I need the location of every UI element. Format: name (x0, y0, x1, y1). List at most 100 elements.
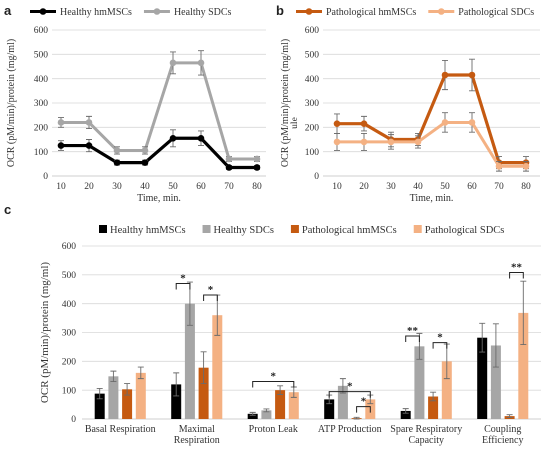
c-bar (212, 315, 223, 419)
b-y-tick-label: 600 (305, 26, 320, 36)
b-data-point (441, 71, 449, 79)
c-category-label: Proton Leak (249, 424, 298, 435)
b-data-point (387, 138, 395, 146)
c-error-bar (402, 408, 409, 414)
c-error-bar (110, 370, 117, 382)
c-legend-swatch (290, 225, 299, 233)
c-category-label: Respiration (174, 435, 220, 446)
c-category-label: Spare Respiratory (390, 424, 462, 435)
c-y-tick-label: 0 (71, 415, 76, 425)
a-y-axis-label: OCR (pM/min)/protein (mg/ml) (6, 39, 17, 167)
c-bar (337, 385, 348, 419)
b-data-point (495, 162, 503, 170)
a-legend-marker (39, 8, 47, 15)
c-y-tick-label: 400 (62, 300, 77, 310)
panel-letter-b: b (276, 3, 284, 18)
a-data-point (225, 155, 233, 163)
c-y-tick-label: 600 (62, 242, 77, 252)
c-bar (518, 312, 529, 419)
c-significance-bracket (175, 282, 191, 290)
a-y-tick-label: 300 (34, 99, 49, 109)
a-data-point (85, 119, 93, 126)
c-bar (122, 389, 133, 419)
b-x-tick-label: 50 (440, 182, 450, 192)
c-y-tick-label: 500 (62, 271, 77, 281)
c-significance-marker: * (180, 272, 186, 284)
a-x-tick-label: 60 (196, 182, 206, 192)
b-x-tick-label: 40 (413, 182, 423, 192)
b-data-point (360, 120, 368, 127)
b-legend-label: Pathological SDCs (458, 7, 534, 18)
b-x-tick-label: 20 (359, 182, 369, 192)
a-data-point (57, 142, 65, 149)
b-x-tick-label: 80 (521, 182, 531, 192)
a-data-point (113, 147, 121, 154)
panel-letter-a: a (4, 3, 12, 18)
b-legend-marker (437, 8, 445, 15)
a-x-tick-label: 50 (168, 182, 178, 192)
b-series-line (337, 120, 526, 168)
c-bar (184, 303, 195, 419)
c-y-tick-label: 300 (62, 329, 77, 339)
a-data-point (57, 119, 65, 126)
b-data-point (522, 162, 530, 170)
b-data-point (333, 120, 341, 127)
c-significance-marker: * (271, 371, 277, 383)
c-bar (288, 392, 299, 419)
b-y-axis-label-fragment: ule (290, 117, 300, 129)
b-series-line (337, 73, 526, 165)
a-data-point (197, 134, 205, 142)
c-error-bar (479, 322, 486, 353)
panel-letter-c: c (4, 202, 11, 217)
c-y-tick-label: 200 (62, 358, 77, 368)
c-error-bar (520, 280, 527, 346)
c-bar (414, 346, 425, 419)
b-x-tick-label: 60 (467, 182, 477, 192)
c-error-bar (353, 416, 360, 420)
c-significance-bracket (203, 294, 218, 302)
c-legend-label: Healthy hmMSCs (110, 225, 186, 236)
a-data-point (225, 164, 233, 171)
c-legend-swatch (413, 225, 422, 233)
c-error-bar (339, 378, 346, 394)
b-y-tick-label: 500 (305, 51, 320, 61)
c-error-bar (124, 383, 131, 396)
c-error-bar (492, 323, 499, 368)
b-data-point (360, 138, 368, 146)
a-y-tick-label: 0 (43, 172, 48, 182)
a-x-tick-label: 40 (140, 182, 150, 192)
a-y-tick-label: 400 (34, 75, 49, 85)
c-bar (477, 337, 488, 419)
b-data-point (333, 138, 341, 146)
c-error-bar (96, 387, 103, 400)
a-y-tick-label: 100 (34, 148, 49, 158)
c-significance-marker: * (208, 284, 214, 296)
a-legend-label: Healthy hmMSCs (60, 7, 132, 18)
a-x-tick-label: 80 (252, 182, 262, 192)
c-error-bar (277, 385, 284, 395)
c-bar (198, 367, 209, 419)
c-bar (275, 390, 286, 419)
b-y-tick-label: 300 (305, 99, 320, 109)
b-x-axis-label: Time, min. (410, 193, 454, 204)
c-legend-label: Pathological hmMSCs (302, 225, 397, 236)
c-error-bar (506, 414, 513, 419)
a-legend-marker (153, 8, 161, 15)
c-bar (261, 410, 272, 419)
b-legend-marker (305, 8, 313, 15)
c-y-tick-label: 100 (62, 386, 77, 396)
b-y-axis-label: OCR (pM/min)/protein (mg/ml) (280, 39, 291, 167)
a-x-tick-label: 10 (56, 182, 66, 192)
a-x-tick-label: 30 (112, 182, 122, 192)
b-data-point (468, 71, 476, 79)
c-bar (324, 399, 335, 419)
c-legend-label: Healthy SDCs (214, 225, 274, 236)
c-error-bar (430, 391, 437, 402)
a-data-point (85, 142, 93, 149)
c-significance-marker: ** (511, 262, 523, 274)
a-data-point (169, 134, 177, 142)
c-significance-bracket (356, 406, 371, 413)
a-data-point (253, 155, 261, 163)
a-data-point (169, 59, 177, 67)
